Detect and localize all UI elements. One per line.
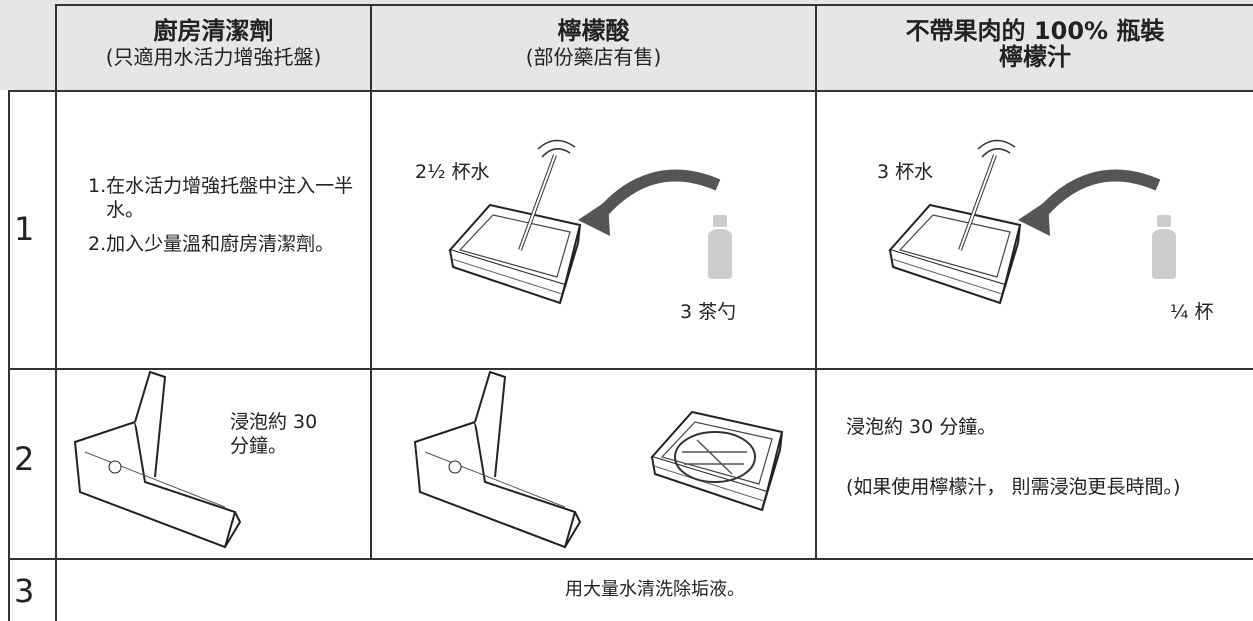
header-subtitle: (只適用水活力增強托盤) xyxy=(105,45,322,69)
rule xyxy=(55,4,57,621)
row-number: 3 xyxy=(14,572,35,610)
rule xyxy=(55,4,1253,6)
arrow-illustration xyxy=(1018,180,1168,240)
soak-text: 浸泡約 30 分鐘。 xyxy=(230,411,318,457)
bottle-illustration xyxy=(1152,215,1176,279)
step: 1. 在水活力增強托盤中注入一半水。 xyxy=(88,174,363,222)
rule xyxy=(8,558,1253,560)
header-title: 不帶果肉的 100% 瓶裝 xyxy=(905,17,1165,45)
rinse-text: 用大量水清洗除垢液。 xyxy=(565,579,745,600)
bottle-illustration xyxy=(708,215,732,279)
row-number: 2 xyxy=(14,440,35,478)
step-marker: 2. xyxy=(88,233,107,255)
tray-illustration xyxy=(651,411,783,511)
part-illustration xyxy=(414,371,581,548)
step-text: 在水活力增強托盤中注入一半水。 xyxy=(106,175,354,221)
header-title: 廚房清潔劑 xyxy=(153,17,274,45)
rule xyxy=(370,4,372,558)
soak-note: (如果使用檸檬汁， 則需浸泡更長時間。) xyxy=(846,476,1181,498)
stick-illustration xyxy=(958,138,1017,252)
amount-label: ¼ 杯 xyxy=(1170,301,1214,323)
water-label: 2½ 杯水 xyxy=(415,161,490,183)
rule xyxy=(8,90,1253,92)
header-bg xyxy=(0,0,1253,90)
header-cell: 檸檬酸 (部份藥店有售) xyxy=(372,18,815,70)
soak-text: 浸泡約 30 分鐘。 xyxy=(846,416,997,438)
header-subtitle: (部份藥店有售) xyxy=(525,45,662,69)
header-cell: 不帶果肉的 100% 瓶裝 檸檬汁 xyxy=(817,18,1253,70)
water-label: 3 杯水 xyxy=(877,161,934,183)
stick-illustration xyxy=(518,138,577,252)
row-number: 1 xyxy=(14,210,35,248)
rule xyxy=(8,368,1253,370)
header-title: 檸檬汁 xyxy=(999,43,1071,71)
step-marker: 1. xyxy=(88,175,107,197)
arrow-illustration xyxy=(578,180,728,240)
rule xyxy=(8,90,10,621)
step-list: 1. 在水活力增強托盤中注入一半水。 2. 加入少量溫和廚房清潔劑。 xyxy=(88,174,363,256)
step-text: 加入少量溫和廚房清潔劑。 xyxy=(106,233,335,255)
header-cell: 廚房清潔劑 (只適用水活力增強托盤) xyxy=(57,18,370,70)
amount-label: 3 茶勺 xyxy=(680,301,737,323)
step: 2. 加入少量溫和廚房清潔劑。 xyxy=(88,232,363,256)
header-title: 檸檬酸 xyxy=(557,17,630,45)
rule xyxy=(815,4,817,558)
part-illustration xyxy=(74,371,241,548)
